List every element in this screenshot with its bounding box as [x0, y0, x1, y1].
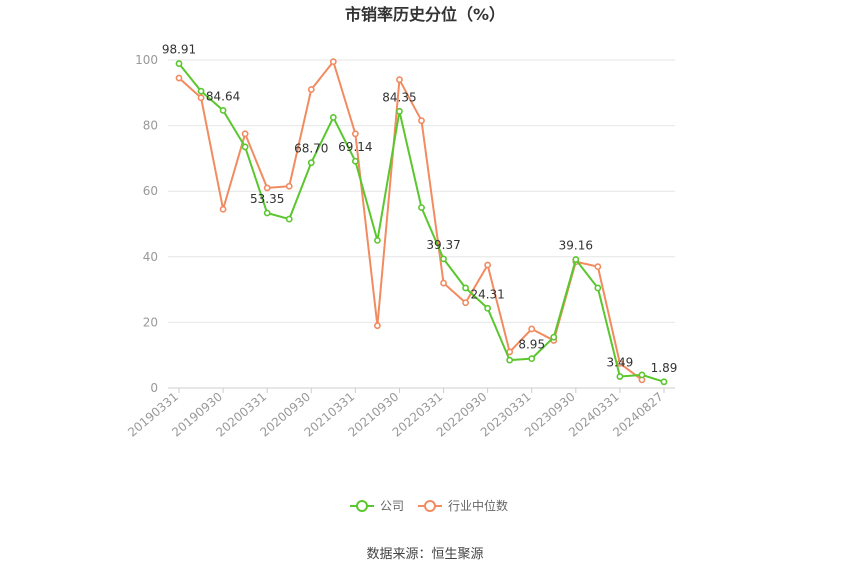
x-axis: 2019033120190930202003312020093020210331…	[125, 388, 666, 440]
series-line-1	[178, 60, 643, 381]
data-point	[197, 87, 205, 95]
data-label: 39.37	[426, 238, 460, 252]
data-point	[351, 157, 359, 165]
data-point	[175, 74, 183, 82]
data-label: 84.35	[382, 90, 416, 104]
legend-item[interactable]: 行业中位数	[418, 498, 508, 513]
data-point	[484, 304, 492, 312]
data-point	[175, 60, 183, 67]
data-point	[329, 58, 337, 66]
data-point	[351, 130, 359, 138]
data-label: 84.64	[206, 89, 240, 103]
data-label: 53.35	[250, 192, 284, 206]
data-label: 3.49	[607, 356, 634, 370]
data-point	[528, 355, 536, 363]
grid-lines	[168, 59, 675, 389]
data-point	[418, 117, 425, 125]
data-point	[241, 130, 249, 138]
data-point	[285, 182, 293, 190]
data-point	[440, 255, 447, 263]
data-point	[219, 205, 227, 213]
y-tick-label: 0	[150, 381, 158, 395]
data-label: 39.16	[559, 239, 593, 253]
data-point	[528, 325, 536, 333]
data-point	[241, 143, 249, 151]
data-point	[506, 356, 514, 364]
legend-label: 行业中位数	[448, 498, 508, 513]
y-tick-label: 100	[135, 53, 158, 67]
data-label: 68.70	[294, 142, 328, 156]
data-label: 8.95	[518, 338, 545, 352]
series-line-0	[178, 62, 665, 383]
data-point	[638, 371, 646, 379]
data-point	[396, 107, 403, 115]
data-point	[285, 215, 293, 223]
data-point	[594, 263, 602, 271]
data-point	[197, 94, 205, 102]
data-label: 69.14	[338, 140, 372, 154]
data-point	[440, 279, 447, 287]
data-point	[219, 106, 227, 114]
series-lines	[175, 58, 668, 386]
data-point	[616, 373, 624, 380]
y-axis: 0 20 40 60 80 100	[135, 53, 158, 395]
data-point	[396, 76, 403, 84]
data-point	[374, 236, 381, 244]
data-point	[462, 284, 469, 292]
data-point	[374, 322, 381, 330]
legend-item[interactable]: 公司	[350, 499, 404, 513]
data-point	[263, 184, 271, 192]
y-tick-label: 80	[143, 119, 158, 133]
data-point	[594, 284, 602, 292]
data-point	[329, 114, 337, 121]
data-point	[462, 299, 469, 307]
legend[interactable]: 公司 行业中位数	[350, 498, 508, 513]
data-point	[572, 256, 580, 263]
data-point	[307, 159, 315, 167]
data-label: 98.91	[162, 43, 196, 57]
legend-marker	[356, 500, 368, 512]
data-labels: 98.91 84.64 53.35 68.70 69.14 84.35 39.37 24.31…	[162, 43, 678, 375]
data-point	[660, 378, 668, 386]
legend-label: 公司	[380, 499, 404, 513]
data-point	[418, 204, 425, 211]
data-label: 24.31	[470, 287, 504, 301]
data-point	[263, 209, 271, 217]
y-tick-label: 60	[143, 184, 158, 198]
data-point	[484, 261, 492, 269]
y-tick-label: 40	[143, 250, 158, 264]
legend-marker	[424, 500, 436, 512]
y-tick-label: 20	[143, 315, 158, 329]
source-note: 数据来源：恒生聚源	[366, 547, 483, 562]
data-label: 1.89	[651, 361, 678, 375]
chart-title: 市销率历史分位（%）	[345, 5, 505, 24]
data-point	[307, 86, 315, 93]
data-point	[550, 333, 558, 341]
